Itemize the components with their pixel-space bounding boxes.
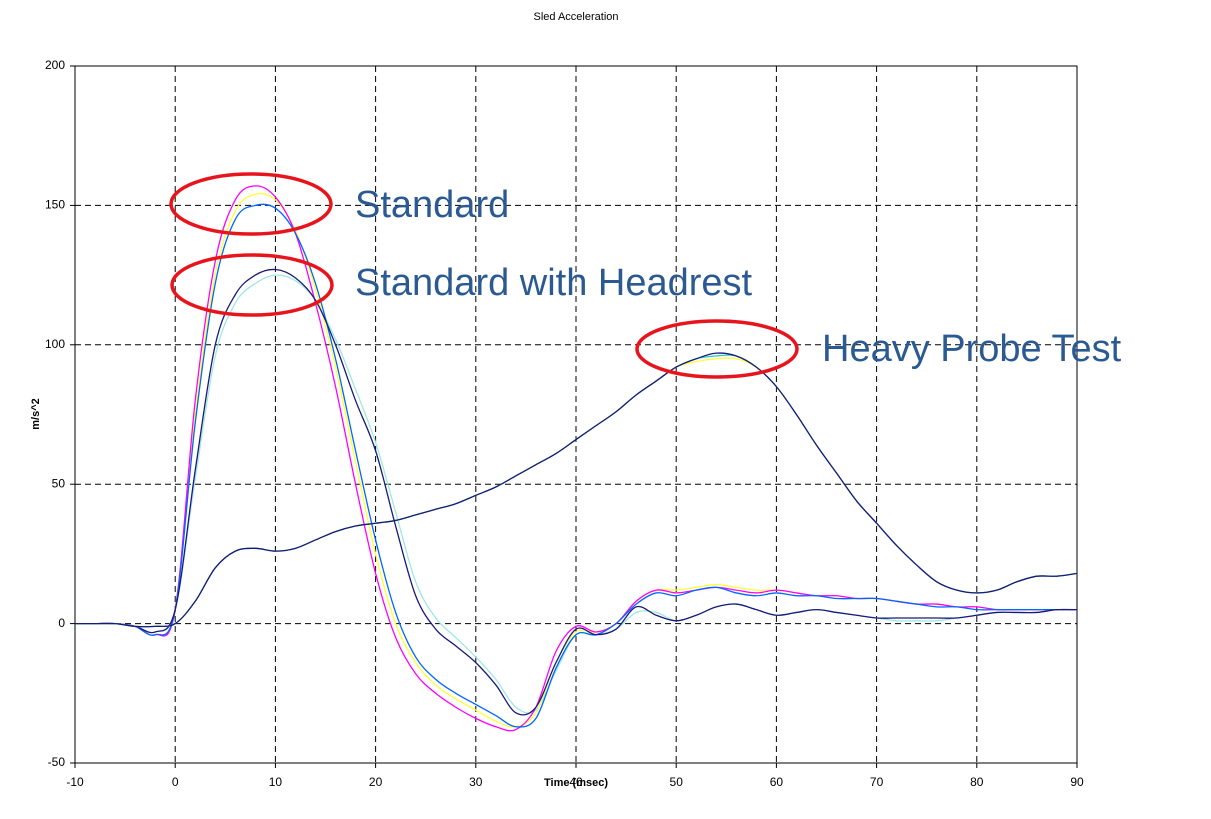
chart-title: Sled Acceleration bbox=[534, 11, 619, 23]
y-tick-label: 150 bbox=[45, 198, 65, 212]
x-tick-label: 50 bbox=[670, 775, 684, 789]
x-tick-label: 30 bbox=[469, 775, 483, 789]
data-line bbox=[74, 352, 1078, 628]
x-axis-label: Time (msec) bbox=[544, 777, 608, 789]
y-axis-label: m/s^2 bbox=[30, 398, 42, 430]
x-tick-label: 0 bbox=[172, 775, 179, 789]
x-tick-label: -10 bbox=[66, 775, 84, 789]
y-tick-label: 0 bbox=[58, 616, 65, 630]
x-tick-label: 20 bbox=[369, 775, 383, 789]
y-tick-label: -50 bbox=[48, 755, 66, 769]
annotation: Standard bbox=[355, 184, 509, 226]
highlight-ellipse bbox=[170, 253, 334, 317]
x-tick-label: 10 bbox=[269, 775, 283, 789]
x-tick-label: 60 bbox=[770, 775, 784, 789]
data-line bbox=[74, 203, 1077, 728]
plot-frame bbox=[74, 65, 1078, 764]
x-tick-label: 40 bbox=[569, 775, 583, 789]
y-tick-label: 100 bbox=[45, 337, 65, 351]
data-line bbox=[74, 268, 1078, 716]
annotation: Standard with Headrest bbox=[355, 262, 753, 304]
x-tick-label: 70 bbox=[870, 775, 884, 789]
y-tick-label: 200 bbox=[45, 58, 65, 72]
x-tick-label: 80 bbox=[970, 775, 984, 789]
x-tick-label: 90 bbox=[1070, 775, 1084, 789]
highlight-ellipse bbox=[169, 172, 333, 236]
highlight-ellipse bbox=[635, 319, 799, 379]
y-tick-label: 50 bbox=[52, 476, 66, 490]
annotation: Heavy Probe Test bbox=[822, 328, 1122, 370]
